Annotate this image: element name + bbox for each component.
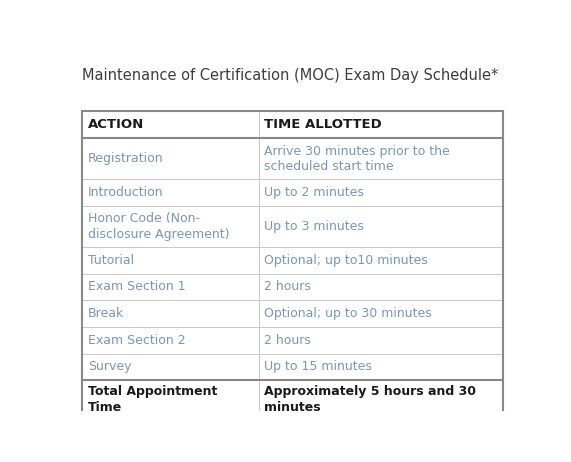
Text: Total Appointment
Time: Total Appointment Time <box>88 385 217 413</box>
Text: Survey: Survey <box>88 360 131 373</box>
Text: Arrive 30 minutes prior to the
scheduled start time: Arrive 30 minutes prior to the scheduled… <box>264 145 450 173</box>
Text: Up to 3 minutes: Up to 3 minutes <box>264 220 364 233</box>
Text: Tutorial: Tutorial <box>88 254 134 267</box>
Text: Exam Section 1: Exam Section 1 <box>88 280 186 293</box>
Bar <box>82 110 503 419</box>
Text: Optional; up to 30 minutes: Optional; up to 30 minutes <box>264 307 432 320</box>
Text: 2 hours: 2 hours <box>264 280 311 293</box>
Text: Registration: Registration <box>88 152 163 165</box>
Text: Break: Break <box>88 307 124 320</box>
Text: Up to 2 minutes: Up to 2 minutes <box>264 186 364 199</box>
Text: TIME ALLOTTED: TIME ALLOTTED <box>264 118 382 131</box>
Text: Introduction: Introduction <box>88 186 163 199</box>
Text: 2 hours: 2 hours <box>264 334 311 346</box>
Text: ACTION: ACTION <box>88 118 144 131</box>
Text: Exam Section 2: Exam Section 2 <box>88 334 186 346</box>
Text: Optional; up to10 minutes: Optional; up to10 minutes <box>264 254 428 267</box>
Text: Maintenance of Certification (MOC) Exam Day Schedule*: Maintenance of Certification (MOC) Exam … <box>82 68 499 83</box>
Text: Honor Code (Non-
disclosure Agreement): Honor Code (Non- disclosure Agreement) <box>88 212 229 241</box>
Bar <box>82 110 503 419</box>
Text: Up to 15 minutes: Up to 15 minutes <box>264 360 372 373</box>
Text: Approximately 5 hours and 30
minutes: Approximately 5 hours and 30 minutes <box>264 385 476 413</box>
